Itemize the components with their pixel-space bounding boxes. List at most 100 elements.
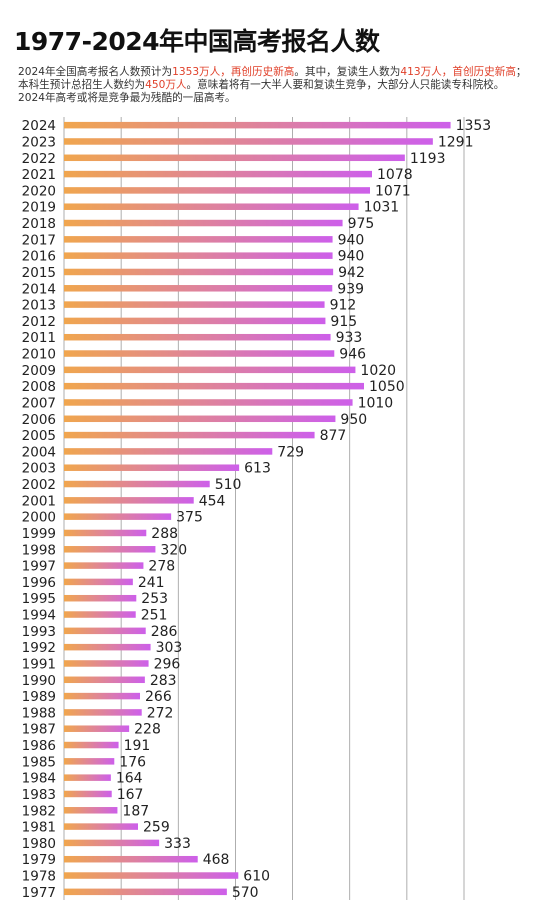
year-label: 1988 xyxy=(22,705,56,721)
value-label: 454 xyxy=(199,493,226,509)
year-label: 1998 xyxy=(22,542,56,558)
bar-1995 xyxy=(64,594,137,602)
value-label: 1010 xyxy=(358,395,394,411)
year-label: 2000 xyxy=(22,510,56,526)
year-label: 2012 xyxy=(22,314,56,330)
year-label: 1990 xyxy=(22,673,56,689)
value-label: 228 xyxy=(134,722,161,738)
year-label: 2023 xyxy=(22,134,56,150)
year-label: 2018 xyxy=(22,216,56,232)
year-labels: 2024202320222021202020192018201720162015… xyxy=(22,118,56,900)
bar-1992 xyxy=(64,643,151,651)
value-label: 1050 xyxy=(369,379,405,395)
year-label: 2013 xyxy=(22,298,56,314)
description-text: 2024年全国高考报名人数预计为 xyxy=(18,66,173,78)
year-label: 1999 xyxy=(22,526,56,542)
bar-1978 xyxy=(64,872,239,879)
bar-2005 xyxy=(64,431,315,439)
value-label: 1193 xyxy=(410,151,446,167)
value-label: 610 xyxy=(243,869,270,885)
bar-2024 xyxy=(64,121,451,129)
bar-1977 xyxy=(64,888,227,896)
bar-1981 xyxy=(64,823,138,830)
value-label: 933 xyxy=(336,330,363,346)
year-label: 2015 xyxy=(22,265,56,281)
year-label: 2008 xyxy=(22,379,56,395)
bar-1986 xyxy=(64,741,119,749)
value-label: 729 xyxy=(277,444,304,460)
bars xyxy=(64,121,451,896)
value-label: 164 xyxy=(116,771,143,787)
bar-2002 xyxy=(64,480,210,488)
value-label: 946 xyxy=(339,347,366,363)
year-label: 1978 xyxy=(22,869,56,885)
value-label: 1291 xyxy=(438,134,474,150)
value-label: 510 xyxy=(215,477,242,493)
value-label: 877 xyxy=(320,428,347,444)
bar-2000 xyxy=(64,513,172,520)
year-label: 2010 xyxy=(22,347,56,363)
description-text: ；本科生预计总招生人数约为 xyxy=(18,66,527,91)
highlight-text: 450万人 xyxy=(145,79,187,91)
bar-1994 xyxy=(64,611,136,618)
bar-2014 xyxy=(64,285,333,292)
year-label: 1982 xyxy=(22,803,56,819)
year-label: 1979 xyxy=(22,852,56,868)
bar-2006 xyxy=(64,415,336,423)
bar-2001 xyxy=(64,497,194,504)
bar-1998 xyxy=(64,546,156,553)
bar-2003 xyxy=(64,464,240,471)
value-label: 191 xyxy=(124,738,151,754)
year-label: 1993 xyxy=(22,624,56,640)
year-label: 2006 xyxy=(22,412,56,428)
year-label: 2016 xyxy=(22,249,56,265)
year-label: 2024 xyxy=(22,118,56,134)
value-label: 296 xyxy=(154,656,181,672)
value-label: 278 xyxy=(148,559,175,575)
year-label: 1997 xyxy=(22,559,56,575)
bar-2019 xyxy=(64,203,359,210)
value-label: 940 xyxy=(338,232,365,248)
value-label: 320 xyxy=(160,542,187,558)
grid-lines xyxy=(63,117,465,900)
bar-1988 xyxy=(64,709,142,716)
year-label: 1996 xyxy=(22,575,56,591)
year-label: 2005 xyxy=(22,428,56,444)
year-label: 2021 xyxy=(22,167,56,183)
bar-1987 xyxy=(64,725,130,732)
bar-2013 xyxy=(64,301,325,308)
value-label: 942 xyxy=(338,265,365,281)
bar-2018 xyxy=(64,219,343,227)
bar-1982 xyxy=(64,807,118,814)
year-label: 1985 xyxy=(22,754,56,770)
highlight-text: 413万人，首创历史新高 xyxy=(400,66,516,78)
bar-2015 xyxy=(64,268,334,276)
year-label: 1984 xyxy=(22,771,56,787)
value-label: 288 xyxy=(151,526,178,542)
value-label: 468 xyxy=(203,852,230,868)
year-label: 1991 xyxy=(22,656,56,672)
bar-2009 xyxy=(64,366,356,374)
description-text: 。意味着将有一大半人要和复读生竞争，大部分人只能读专科院校。2024年高考或将是… xyxy=(18,79,505,104)
year-label: 2009 xyxy=(22,363,56,379)
value-label: 286 xyxy=(151,624,178,640)
bar-1989 xyxy=(64,692,140,700)
bar-1993 xyxy=(64,627,146,635)
year-label: 1989 xyxy=(22,689,56,705)
value-label: 253 xyxy=(141,591,168,607)
bar-2012 xyxy=(64,317,326,325)
bar-2016 xyxy=(64,252,333,259)
year-label: 1987 xyxy=(22,722,56,738)
highlight-text: 1353万人，再创历史新高 xyxy=(172,66,295,78)
bar-1999 xyxy=(64,529,147,537)
value-label: 283 xyxy=(150,673,177,689)
bar-2017 xyxy=(64,236,333,243)
value-label: 375 xyxy=(176,510,203,526)
value-label: 251 xyxy=(141,608,168,624)
value-label: 1071 xyxy=(375,183,411,199)
value-label: 940 xyxy=(338,249,365,265)
year-label: 1992 xyxy=(22,640,56,656)
bar-1996 xyxy=(64,578,133,586)
value-label: 950 xyxy=(340,412,367,428)
